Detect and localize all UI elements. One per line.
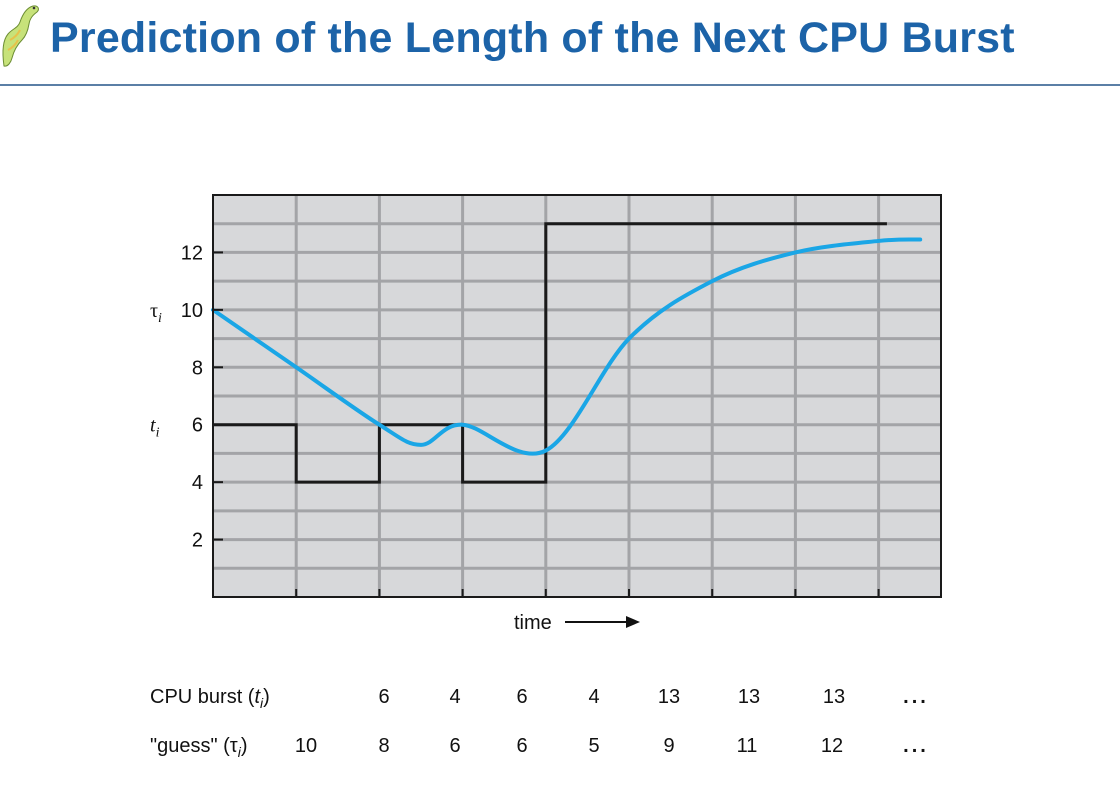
guess-value-cell: ... [903, 735, 929, 757]
guess-value-cell: 11 [736, 735, 758, 757]
y-tick-label: 4 [192, 472, 203, 494]
burst-value-cell: 4 [588, 686, 600, 708]
y-tick-label: 8 [192, 357, 203, 379]
plot-frame [212, 194, 942, 598]
guess-value-cell: 6 [449, 735, 461, 757]
burst-value-cell: 13 [657, 686, 681, 708]
guess-value-cell: 9 [663, 735, 675, 757]
burst-value-cell: 6 [516, 686, 528, 708]
x-axis-label: time [514, 612, 552, 634]
y-tick-label: 10 [181, 300, 203, 322]
guess-series-symbol: τi [150, 300, 162, 326]
guess-value-cell: 8 [378, 735, 390, 757]
burst-value-cell: 13 [737, 686, 761, 708]
y-tick-label: 12 [181, 242, 203, 264]
guess-curve-line [211, 237, 923, 456]
guess-value-cell: 5 [588, 735, 600, 757]
guess-value-cell: 12 [820, 735, 844, 757]
slide-title: Prediction of the Length of the Next CPU… [50, 14, 1015, 62]
burst-step-line [213, 222, 887, 484]
burst-value-cell: 4 [449, 686, 461, 708]
guess-series-symbol-subscript: i [158, 311, 162, 326]
y-tick-label: 6 [192, 415, 203, 437]
burst-value-cell: ... [903, 686, 929, 708]
x-axis-arrowhead-icon [626, 616, 640, 628]
guess-value-cell: 10 [294, 735, 318, 757]
y-tick-label: 2 [192, 530, 203, 552]
burst-series-symbol: ti [150, 415, 160, 441]
burst-value-cell: 6 [378, 686, 390, 708]
table-row-label-guess: "guess" (τi) [150, 735, 248, 760]
table-row-label-burst: CPU burst (ti) [150, 686, 270, 711]
burst-value-cell: 13 [822, 686, 846, 708]
burst-series-symbol-subscript: i [156, 426, 160, 441]
title-divider [0, 84, 1120, 86]
dinosaur-logo-icon [2, 5, 39, 67]
guess-value-cell: 6 [516, 735, 528, 757]
